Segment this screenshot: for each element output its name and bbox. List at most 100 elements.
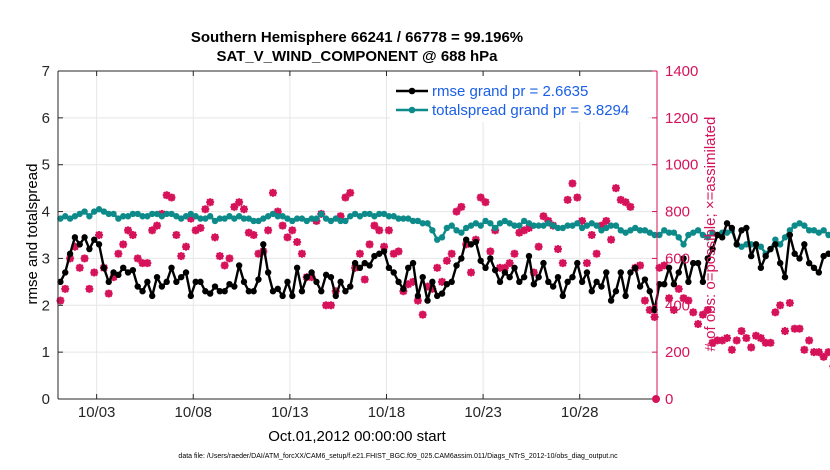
obs-possible-point [443,257,451,265]
rmse-point [409,259,417,267]
obs-possible-point [283,233,292,241]
obs-possible-point [105,289,113,298]
rmse-point [376,250,383,257]
rmse-point [578,278,586,286]
rmse-point [105,278,112,286]
spread-point [491,224,499,232]
spread-point [342,217,349,225]
rmse-point [216,288,224,295]
spread-point [91,208,98,215]
obs-possible-point [805,336,813,345]
footer-data-file: data file: /Users/raeder/DAI/ATM_forcXX/… [178,453,618,460]
obs-possible-point [365,240,374,248]
rmse-point [472,238,480,246]
spread-point [438,234,446,241]
rmse-point [810,264,818,271]
spread-point [318,210,325,218]
spread-point [535,222,542,229]
spread-point [520,217,528,225]
spread-point [279,213,286,220]
rmse-point [477,257,484,264]
spread-point [81,208,88,215]
rmse-point [670,281,678,288]
spread-point [801,222,808,229]
rmse-point [583,269,591,276]
obs-possible-point [810,348,818,356]
obs-possible-point [791,325,799,333]
spread-point [269,210,277,218]
spread-point [636,227,644,234]
spread-point [129,210,137,218]
obs-possible-point [776,301,784,309]
rmse-point [801,241,808,248]
spread-point [820,227,827,234]
spread-point [245,215,253,222]
spread-point [462,224,470,232]
rmse-point [86,245,93,253]
obs-possible-point [612,184,620,192]
legend-rmse-marker [408,87,416,95]
rmse-point [535,273,542,281]
obs-possible-point [298,250,306,258]
rmse-point [361,259,368,267]
obs-possible-point [419,311,427,319]
spread-point [781,234,789,241]
rmse-point [124,269,132,276]
spread-point [516,222,523,229]
spread-point [351,210,359,218]
rmse-point [738,227,745,234]
obs-possible-point [626,203,635,211]
rmse-point [501,269,509,276]
obs-possible-point [148,226,156,234]
obs-possible-point [457,203,465,211]
rmse-point [656,281,663,288]
obs-possible-point [95,231,103,239]
spread-point [786,227,794,234]
y-tick-label-left: 1 [42,344,50,361]
rmse-point [144,278,151,286]
y-tick-label-left: 6 [42,110,50,127]
spread-point [192,213,199,220]
spread-point [598,227,605,234]
rmse-point [313,278,320,286]
spread-point [361,210,368,218]
obs-possible-point [293,238,301,246]
spread-point [298,215,306,222]
obs-possible-point [704,306,712,314]
spread-point [168,210,175,218]
spread-point [496,220,504,227]
spread-point [776,241,784,248]
obs-possible-point [370,222,379,230]
obs-possible-point [134,254,142,263]
rmse-point [752,241,760,248]
obs-possible-point [786,299,794,307]
obs-possible-point [221,261,229,270]
legend: rmse grand pr = 2.6635 totalspread grand… [390,76,648,122]
obs-possible-point [815,348,823,356]
spread-point [289,217,296,225]
obs-possible-point [279,222,287,230]
spread-point [197,215,204,222]
y-tick-label-right: 1200 [665,110,698,127]
obs-possible-point [559,259,567,267]
spread-point [332,215,339,222]
spread-point [414,217,422,225]
rmse-point [511,264,518,271]
rmse-point [632,264,639,271]
spread-point [675,234,682,241]
obs-possible-point [196,224,205,232]
spread-point [115,215,122,222]
rmse-point [747,252,755,260]
rmse-point [158,283,166,290]
rmse-point [661,281,668,288]
obs-possible-point [467,268,475,277]
obs-possible-point [138,259,147,267]
spread-point [738,243,745,250]
legend-box [390,76,648,122]
y-tick-label-left: 7 [42,63,50,80]
spread-point [405,215,412,222]
obs-possible-point [510,250,519,258]
rmse-point [434,292,441,300]
spread-point [124,213,132,220]
rmse-point [796,255,803,262]
